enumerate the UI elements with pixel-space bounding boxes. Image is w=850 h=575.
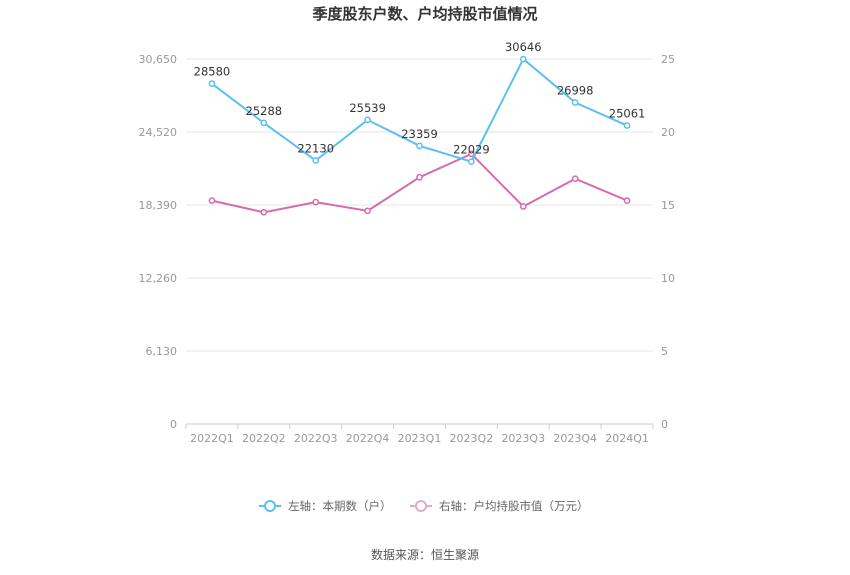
series-left: 28580 25288 22130 25539 23359 22029 30646 26998… bbox=[194, 40, 646, 166]
data-point bbox=[468, 158, 475, 166]
data-label: 25539 bbox=[349, 101, 386, 115]
left-tick-label: 24,520 bbox=[139, 126, 178, 139]
right-tick-label: 10 bbox=[661, 272, 675, 285]
right-tick-label: 5 bbox=[661, 345, 668, 358]
legend-item[interactable]: 左轴：本期数（户） bbox=[259, 499, 392, 513]
data-label: 26998 bbox=[557, 83, 594, 97]
data-point bbox=[260, 208, 268, 216]
chart-title: 季度股东户数、户均持股市值情况 bbox=[312, 5, 537, 23]
data-point bbox=[571, 175, 579, 183]
x-tick-label: 2023Q1 bbox=[398, 432, 442, 445]
x-tick-label: 2022Q1 bbox=[190, 432, 234, 445]
data-point bbox=[364, 116, 371, 124]
data-label: 25061 bbox=[609, 107, 646, 121]
data-point bbox=[208, 197, 216, 204]
legend-marker-icon bbox=[415, 500, 427, 512]
legend-marker-icon bbox=[264, 500, 276, 512]
data-point bbox=[312, 157, 320, 164]
x-tick-label: 2022Q2 bbox=[242, 432, 286, 445]
data-point bbox=[519, 55, 527, 63]
left-tick-label: 30,650 bbox=[139, 53, 178, 66]
data-point bbox=[416, 173, 423, 181]
data-point bbox=[260, 119, 268, 127]
left-tick-label: 12,260 bbox=[139, 272, 178, 285]
left-tick-label: 0 bbox=[170, 418, 177, 431]
x-tick-label: 2023Q4 bbox=[553, 432, 597, 445]
right-tick-label: 25 bbox=[661, 53, 675, 66]
data-label: 22029 bbox=[453, 143, 490, 157]
data-point bbox=[571, 99, 579, 106]
data-point bbox=[623, 197, 631, 204]
right-tick-label: 0 bbox=[661, 418, 668, 431]
x-axis: 2022Q1 2022Q2 2022Q3 2022Q4 2023Q1 2023Q2 2023… bbox=[185, 423, 654, 445]
data-point bbox=[623, 122, 631, 129]
right-tick-label: 15 bbox=[661, 199, 675, 212]
x-tick-label: 2024Q1 bbox=[605, 432, 649, 445]
data-point bbox=[208, 80, 216, 88]
data-label: 28580 bbox=[194, 65, 231, 79]
x-tick-label: 2022Q4 bbox=[346, 432, 390, 445]
right-axis: 0 5 10 15 20 25 bbox=[661, 53, 675, 431]
data-point bbox=[364, 207, 371, 215]
left-tick-label: 6,130 bbox=[146, 345, 178, 358]
data-label: 22130 bbox=[297, 141, 334, 155]
data-label: 30646 bbox=[505, 40, 542, 54]
data-point bbox=[519, 203, 527, 210]
data-label: 25288 bbox=[246, 104, 283, 118]
x-tick-label: 2023Q2 bbox=[450, 432, 494, 445]
left-tick-label: 18,390 bbox=[139, 199, 178, 212]
legend-label: 右轴：户均持股市值（万元） bbox=[439, 499, 589, 513]
legend-item[interactable]: 右轴：户均持股市值（万元） bbox=[410, 499, 589, 513]
legend: 左轴：本期数（户） 右轴：户均持股市值（万元） bbox=[259, 499, 589, 513]
series-line bbox=[211, 152, 628, 214]
data-point bbox=[416, 142, 423, 150]
x-tick-label: 2023Q3 bbox=[501, 432, 545, 445]
series-layer: 28580 25288 22130 25539 23359 22029 30646 26998… bbox=[194, 40, 646, 216]
right-tick-label: 20 bbox=[661, 126, 675, 139]
legend-label: 左轴：本期数（户） bbox=[288, 499, 392, 513]
left-axis: 0 6,130 12,260 18,390 24,520 30,650 bbox=[139, 53, 178, 431]
series-right bbox=[208, 150, 631, 216]
source-note: 数据来源：恒生聚源 bbox=[371, 547, 479, 562]
data-label: 23359 bbox=[401, 127, 438, 141]
x-tick-label: 2022Q3 bbox=[294, 432, 338, 445]
data-point bbox=[468, 150, 475, 158]
data-point bbox=[312, 198, 320, 206]
